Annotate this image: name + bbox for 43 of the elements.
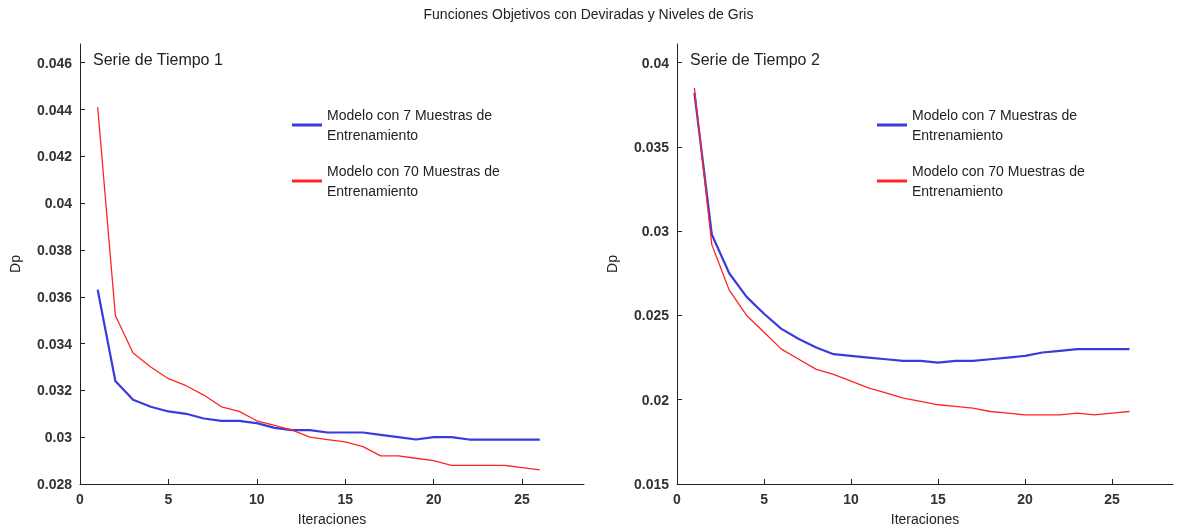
x-axis-title: Iteraciones: [297, 511, 367, 527]
x-axis-title: Iteraciones: [890, 511, 960, 527]
chart-title: Funciones Objetivos con Deviradas y Niveles de Gris: [422, 6, 755, 22]
legend-label: Modelo con 7 Muestras de Entrenamiento: [327, 107, 496, 143]
x-tick-label: 10: [249, 491, 265, 507]
x-tick-label: 20: [1017, 491, 1034, 507]
chart-subtitle: Serie de Tiempo 2: [690, 50, 820, 68]
y-tick-label: 0.044: [36, 101, 73, 118]
y-tick-label: 0.032: [36, 382, 73, 399]
y-tick-label: 0.04: [641, 54, 670, 71]
y-tick-label: 0.015: [633, 476, 670, 492]
x-tick-label: 0: [673, 491, 682, 507]
y-tick-label: 0.04: [44, 195, 73, 212]
y-tick-label: 0.02: [641, 391, 670, 408]
y-axis-title: Dp: [604, 254, 620, 273]
x-tick-label: 0: [76, 491, 85, 507]
x-tick-label: 20: [425, 491, 442, 507]
y-tick-label: 0.042: [36, 148, 73, 165]
line-series: [97, 106, 541, 471]
y-tick-label: 0.038: [36, 241, 73, 258]
chart-subtitle: Serie de Tiempo 1: [93, 50, 223, 68]
y-axis-title: Dp: [7, 254, 23, 273]
line-series: [693, 91, 1131, 364]
y-tick-label: 0.036: [36, 288, 73, 305]
y-tick-label: 0.028: [36, 476, 73, 492]
y-tick-label: 0.035: [633, 138, 670, 155]
line-series: [96, 288, 541, 441]
x-tick-label: 25: [1104, 491, 1121, 507]
legend-label: Modelo con 7 Muestras de Entrenamiento: [912, 107, 1081, 143]
x-tick-label: 10: [843, 491, 860, 507]
x-tick-label: 15: [930, 491, 947, 507]
y-tick-label: 0.034: [36, 335, 73, 352]
y-tick-label: 0.046: [36, 54, 73, 71]
y-tick-label: 0.03: [44, 429, 73, 446]
y-tick-label: 0.025: [633, 307, 670, 324]
x-tick-label: 5: [760, 491, 769, 507]
x-tick-label: 5: [164, 491, 173, 507]
legend-label: Modelo con 70 Muestras de Entrenamiento: [327, 163, 504, 199]
x-tick-label: 15: [337, 491, 354, 507]
x-tick-label: 25: [514, 491, 531, 507]
legend-label: Modelo con 70 Muestras de Entrenamiento: [912, 163, 1089, 199]
y-tick-label: 0.03: [641, 223, 670, 240]
line-series: [693, 87, 1131, 416]
